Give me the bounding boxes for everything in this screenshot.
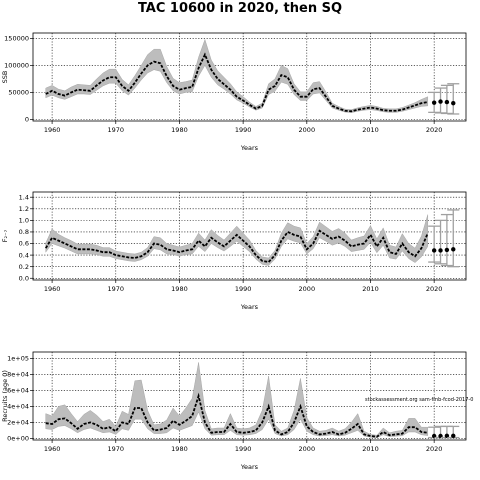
projection-point: [431, 248, 437, 253]
x-tick-label: 1960: [44, 126, 61, 134]
x-tick-label: 1980: [171, 285, 188, 293]
y-tick-label: 150000: [4, 35, 29, 43]
x-tick-label: 2020: [426, 445, 443, 453]
y-axis-label: F₂₋₇: [1, 229, 9, 242]
confidence-band: [45, 362, 428, 438]
x-tick-label: 2010: [362, 126, 379, 134]
projection-point: [431, 100, 437, 105]
y-tick-label: 0.8: [19, 228, 29, 236]
estimate-line: [45, 392, 428, 438]
x-axis-label: Years: [240, 463, 259, 471]
chart-title: TAC 10600 in 2020, then SQ: [138, 1, 342, 16]
plots: 1960 1970 1980 1990 2000 2010 2020 0 50000 100000…: [1, 32, 467, 471]
x-tick-label: 1990: [235, 126, 252, 134]
y-axis-label: SSB: [1, 71, 9, 84]
y-tick-label: 100000: [4, 62, 29, 70]
plot-frame: [32, 351, 467, 441]
projection-point: [451, 247, 456, 252]
x-tick-label: 1970: [108, 445, 125, 453]
y-tick-label: 0: [25, 116, 29, 124]
panel-1: 1960 1970 1980 1990 2000 2010 2020 0 50000 100000…: [1, 32, 467, 152]
x-tick-label: 1960: [44, 285, 61, 293]
y-tick-label: 8e+04: [7, 371, 29, 379]
x-tick-label: 2010: [362, 285, 379, 293]
source-annotation: stockassessment.org sam-fmb-fcod-2017-0: [365, 397, 473, 403]
projection-point: [444, 433, 450, 439]
y-tick-label: 50000: [8, 89, 29, 97]
plot-frame: [32, 32, 467, 122]
projection-point: [444, 99, 450, 105]
y-tick-label: 0e+00: [7, 435, 29, 443]
y-tick-label: 0.4: [19, 251, 29, 259]
estimate-line: [45, 52, 428, 113]
x-tick-label: 1980: [171, 126, 188, 134]
estimate-line: [44, 229, 429, 264]
y-tick-label: 1e+05: [7, 355, 29, 363]
x-tick-label: 2020: [426, 126, 443, 134]
x-tick-label: 1980: [171, 445, 188, 453]
y-tick-label: 0.0: [19, 274, 29, 282]
x-axis-label: Years: [240, 144, 259, 152]
x-tick-label: 2020: [426, 285, 443, 293]
plot-frame: [32, 191, 467, 281]
y-tick-label: 1.2: [19, 205, 29, 213]
x-tick-label: 2000: [299, 445, 316, 453]
panel-2: 1960 1970 1980 1990 2000 2010 2020 0.0 0.2 0.4 0.6…: [1, 191, 467, 311]
projection-point: [451, 433, 456, 439]
panel-3: 1960 1970 1980 1990 2000 2010 2020 0e+00 2e+04 4e…: [1, 351, 467, 471]
confidence-band: [45, 38, 428, 113]
y-tick-label: 6e+04: [7, 387, 29, 395]
x-axis-label: Years: [240, 303, 259, 311]
projection-point: [438, 99, 443, 104]
y-tick-label: 1.4: [19, 193, 29, 201]
confidence-band: [45, 214, 428, 266]
x-tick-label: 1970: [108, 285, 125, 293]
x-tick-label: 2000: [299, 285, 316, 293]
y-tick-label: 2e+04: [7, 419, 29, 427]
x-tick-label: 1990: [235, 285, 252, 293]
y-tick-label: 1.0: [19, 217, 29, 225]
x-tick-label: 1990: [235, 445, 252, 453]
x-tick-label: 1970: [108, 126, 125, 134]
x-tick-label: 2000: [299, 126, 316, 134]
y-axis-label: Recruits (age 0): [1, 370, 9, 422]
y-tick-label: 4e+04: [7, 403, 29, 411]
y-tick-label: 0.2: [19, 263, 29, 271]
projection-point: [451, 100, 456, 106]
projection-point: [438, 248, 443, 253]
x-tick-label: 2010: [362, 445, 379, 453]
y-tick-label: 0.6: [19, 240, 29, 248]
x-tick-label: 1960: [44, 445, 61, 453]
projection-point: [444, 247, 450, 253]
